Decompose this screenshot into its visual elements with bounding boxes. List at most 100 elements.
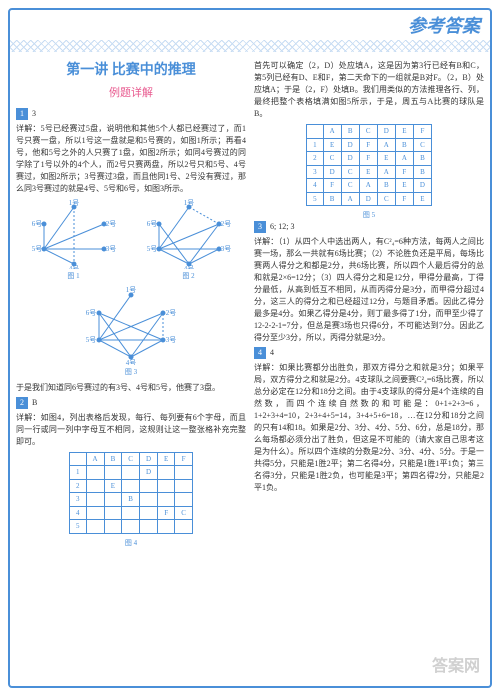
- table-header-cell: A: [86, 452, 104, 466]
- graph-row-1: 1号 2号 3号 4号 5号 6号 图 1: [16, 199, 246, 282]
- table-cell: [122, 520, 140, 534]
- svg-text:1号: 1号: [183, 199, 194, 207]
- section-1-text: 详解：5号已经赛过5盘，说明他和其他5个人都已经赛过了，而1号只赛一盘，所以1号…: [16, 123, 246, 195]
- table-cell: [158, 479, 175, 493]
- section-num-2: 2: [16, 397, 28, 409]
- table-header-cell: A: [323, 125, 341, 139]
- zigzag-decoration: [8, 40, 492, 52]
- table-2: ABCDEF1EDFABC2CDFEAB3DCEAFB4FCABED5BADCF…: [306, 124, 432, 206]
- table-header-cell: [70, 452, 87, 466]
- table-header-cell: D: [139, 452, 157, 466]
- right-p1: 首先可以确定（2，D）处应填A，这是因为第3行已经有B和C，第5列已经有D、E和…: [254, 60, 484, 120]
- section-num-4: 4: [254, 347, 266, 359]
- svg-text:5号: 5号: [86, 336, 97, 344]
- table-header-cell: D: [377, 125, 395, 139]
- caption-3: 图 3: [81, 367, 181, 378]
- section-3: 3 6; 12; 3: [254, 221, 484, 233]
- svg-text:4号: 4号: [183, 265, 194, 269]
- table-cell: [175, 466, 193, 480]
- table-header-cell: [307, 125, 324, 139]
- table-cell: C: [377, 192, 395, 206]
- table-header-cell: B: [104, 452, 122, 466]
- table-cell: [122, 506, 140, 520]
- table-cell: D: [413, 179, 431, 193]
- svg-text:6号: 6号: [86, 309, 97, 317]
- svg-text:5号: 5号: [146, 245, 157, 253]
- right-p3: 详解：如果比赛都分出胜负，那双方得分之和就是3分；如果平局，双方得分之和就是2分…: [254, 362, 484, 494]
- table-cell: F: [158, 506, 175, 520]
- table-cell: [139, 493, 157, 507]
- right-column: 首先可以确定（2，D）处应填A，这是因为第3行已经有B和C，第5列已经有D、E和…: [254, 60, 484, 680]
- table-cell: F: [359, 138, 377, 152]
- answer-2: B: [32, 398, 37, 407]
- table-cell: F: [395, 192, 413, 206]
- lesson-title: 第一讲 比赛中的推理: [16, 60, 246, 81]
- table-header-cell: F: [175, 452, 193, 466]
- table-cell: 3: [307, 165, 324, 179]
- table-cell: 4: [307, 179, 324, 193]
- table-cell: A: [377, 165, 395, 179]
- table-cell: E: [413, 192, 431, 206]
- table-cell: A: [377, 138, 395, 152]
- table-cell: B: [377, 179, 395, 193]
- svg-text:6号: 6号: [31, 220, 42, 228]
- table-cell: D: [359, 192, 377, 206]
- table-cell: D: [341, 152, 359, 166]
- svg-text:1号: 1号: [68, 199, 79, 207]
- table-cell: E: [395, 179, 413, 193]
- table-header-cell: C: [122, 452, 140, 466]
- section-2: 2 B: [16, 397, 246, 409]
- section-2-text: 详解：如图4，列出表格后发现，每行、每列要有6个字母，而且同一行或同一列中字母互…: [16, 412, 246, 448]
- svg-text:6号: 6号: [146, 220, 157, 228]
- table-cell: [139, 479, 157, 493]
- left-column: 第一讲 比赛中的推理 例题详解 1 3 详解：5号已经赛过5盘，说明他和其他5个…: [16, 60, 246, 680]
- table-cell: [86, 520, 104, 534]
- svg-text:3号: 3号: [220, 245, 231, 253]
- table-cell: E: [323, 138, 341, 152]
- table-cell: 1: [70, 466, 87, 480]
- table-cell: [175, 520, 193, 534]
- table-cell: C: [323, 152, 341, 166]
- table-cell: E: [377, 152, 395, 166]
- caption-4: 图 4: [16, 538, 246, 549]
- table-header-cell: C: [359, 125, 377, 139]
- table-cell: C: [341, 165, 359, 179]
- table-header-cell: E: [158, 452, 175, 466]
- table-cell: B: [395, 138, 413, 152]
- answer-1: 3: [32, 109, 36, 118]
- table-cell: [86, 466, 104, 480]
- watermark: 答案网: [432, 652, 480, 676]
- table-cell: D: [341, 138, 359, 152]
- table-cell: 5: [70, 520, 87, 534]
- table-cell: C: [175, 506, 193, 520]
- table-cell: 2: [307, 152, 324, 166]
- right-p2: 详解：（1）从四个人中选出两人，有C²₄=6种方法，每两人之间比赛一场，那么一共…: [254, 236, 484, 344]
- table-cell: 2: [70, 479, 87, 493]
- table-cell: A: [341, 192, 359, 206]
- table-cell: [104, 520, 122, 534]
- section-1: 1 3: [16, 108, 246, 120]
- content-area: 第一讲 比赛中的推理 例题详解 1 3 详解：5号已经赛过5盘，说明他和其他5个…: [16, 60, 484, 680]
- table-cell: D: [139, 466, 157, 480]
- section-num-1: 1: [16, 108, 28, 120]
- table-cell: [175, 479, 193, 493]
- table-cell: B: [413, 152, 431, 166]
- table-cell: 3: [70, 493, 87, 507]
- svg-text:2号: 2号: [220, 220, 231, 228]
- table-cell: [139, 506, 157, 520]
- table-header-cell: F: [413, 125, 431, 139]
- table-cell: A: [359, 179, 377, 193]
- table-cell: [175, 493, 193, 507]
- table-cell: [158, 466, 175, 480]
- graph-2: 1号 2号 3号 4号 5号 6号 图 2: [144, 199, 234, 282]
- graph-1: 1号 2号 3号 4号 5号 6号 图 1: [29, 199, 119, 282]
- table-cell: B: [413, 165, 431, 179]
- answer-4: 4: [270, 348, 274, 357]
- table-cell: B: [122, 493, 140, 507]
- table-cell: [104, 466, 122, 480]
- table-cell: F: [395, 165, 413, 179]
- caption-2: 图 2: [144, 271, 234, 282]
- table-cell: A: [395, 152, 413, 166]
- table-cell: 5: [307, 192, 324, 206]
- table-cell: [104, 506, 122, 520]
